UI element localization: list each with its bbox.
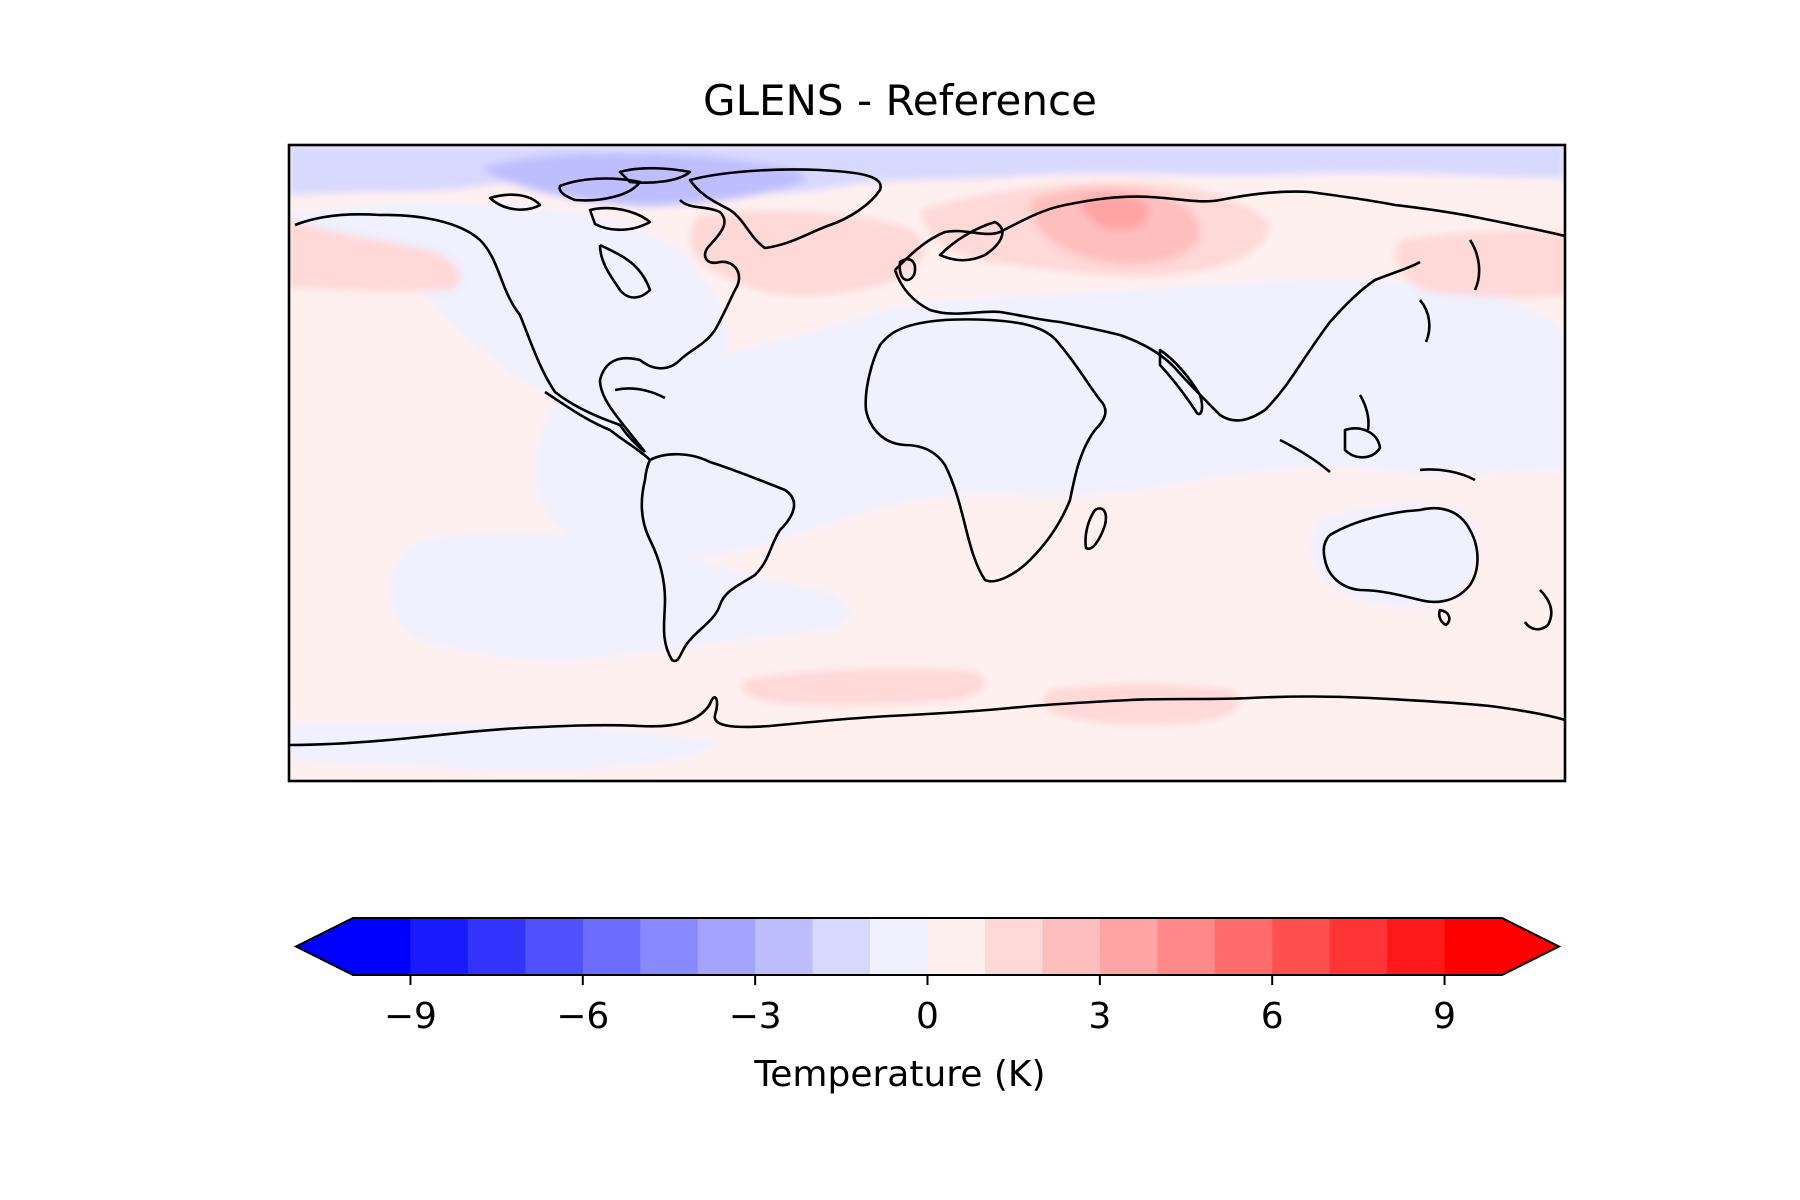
colorbar-segment (1099, 918, 1158, 975)
coast-tasmania (1437, 608, 1451, 627)
colorbar-tick-label: −3 (728, 996, 782, 1037)
coast-canadian-archipelago-1 (488, 193, 542, 211)
coast-new-guinea (1419, 468, 1476, 482)
coast-japan (1418, 299, 1431, 343)
colorbar-tick-label: 6 (1260, 996, 1284, 1037)
map-title: GLENS - Reference (703, 76, 1097, 125)
colorbar-segment (1214, 918, 1273, 975)
colorbar-segment (582, 918, 641, 975)
colorbar-segment (1329, 918, 1388, 975)
colorbar-segment (1444, 918, 1503, 975)
colorbar-segment (467, 918, 526, 975)
coast-scandinavia (938, 220, 1004, 262)
map-frame (287, 143, 1567, 783)
colorbar-segment (1272, 918, 1331, 975)
coast-madagascar (1084, 507, 1108, 551)
field-south-atlantic-negative (390, 533, 850, 661)
colorbar-tick-label: 3 (1088, 996, 1112, 1037)
colorbar-extend-max (1502, 918, 1559, 975)
coast-africa (864, 318, 1107, 583)
coast-central-america (544, 390, 651, 461)
colorbar-segment (1042, 918, 1101, 975)
coast-north-america (294, 199, 741, 454)
colorbar-segment (525, 918, 584, 975)
colorbar-tick-label: 9 (1433, 996, 1456, 1037)
coast-sumatra (1279, 438, 1331, 473)
map-panel (289, 145, 1565, 781)
field-wpacific-positive (1395, 230, 1565, 298)
colorbar-segment (870, 918, 928, 975)
colorbar-segment (697, 918, 756, 975)
coast-canadian-archipelago-2 (558, 177, 642, 202)
colorbar (293, 917, 1562, 985)
colorbar-segment (927, 918, 986, 975)
coast-canadian-archipelago-3 (588, 206, 652, 232)
colorbar-segment (812, 918, 871, 975)
coast-new-zealand (1523, 589, 1553, 631)
coast-south-america (640, 452, 796, 663)
coast-borneo (1343, 427, 1382, 459)
colorbar-segment (984, 918, 1043, 975)
field-antarctic-negative (289, 721, 720, 770)
coastlines (289, 166, 1565, 747)
colorbar-segment (640, 918, 699, 975)
field-npacific-positive (289, 220, 461, 291)
coast-greenland (688, 168, 882, 250)
field-southern-ocean-positive-2 (1043, 684, 1240, 725)
coast-antarctica (289, 695, 1565, 747)
coast-india (1158, 348, 1204, 416)
colorbar-tick-label: 0 (916, 996, 939, 1037)
colorbar-segment (1157, 918, 1216, 975)
field-australia-negative (1311, 504, 1479, 608)
colorbar-extend-min (296, 918, 353, 975)
coast-cuba (614, 387, 666, 400)
colorbar-tick-label: −9 (383, 996, 437, 1037)
coast-hudson-bay (598, 243, 652, 299)
field-southern-ocean-positive-1 (741, 668, 986, 706)
colorbar-outline (293, 917, 1562, 976)
coast-eurasia (893, 190, 1565, 422)
colorbar-segment (1387, 918, 1446, 975)
colorbar-tick-label: −6 (556, 996, 610, 1037)
colorbar-label: Temperature (K) (754, 1054, 1046, 1095)
colorbar-segment (353, 918, 411, 975)
coast-australia (1322, 506, 1479, 604)
colorbar-segment (755, 918, 814, 975)
field-siberia-core (1080, 194, 1149, 231)
colorbar-segment (410, 918, 469, 975)
coast-canadian-archipelago-4 (618, 166, 692, 184)
field-tropics-negative (536, 280, 1565, 560)
coast-british-isles (898, 257, 917, 282)
coast-kamchatka (1468, 239, 1481, 291)
coast-philippines (1358, 394, 1370, 431)
